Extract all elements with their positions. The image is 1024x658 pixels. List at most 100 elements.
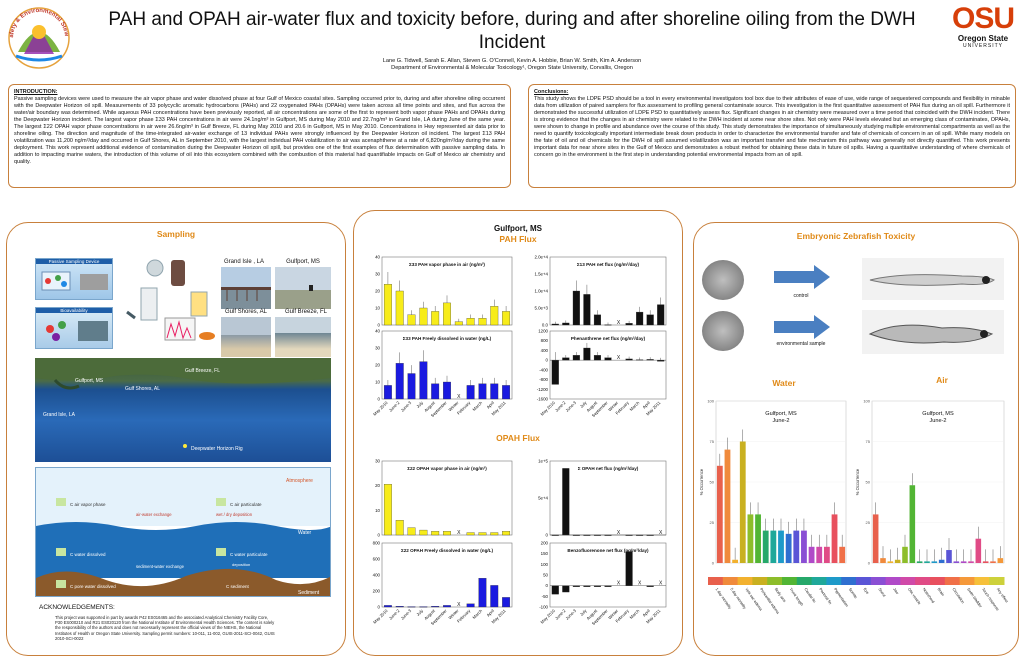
psd-label: Passive Sampling Device [36, 259, 112, 264]
chart-bar [407, 314, 416, 326]
zebrafish-panel: Embryonic Zebrafish Toxicity control env… [693, 222, 1019, 656]
y-tick-label: 25 [710, 520, 715, 525]
y-tick-label: 800 [373, 541, 381, 546]
x-tick-label: July [415, 400, 424, 409]
y-tick-label: 1.0e+4 [534, 289, 548, 294]
x-tick-label: July [579, 400, 588, 409]
intro-heading: INTRODUCTION: [14, 89, 58, 95]
x-tick-label: May 2010 [372, 400, 389, 417]
authors: Lane G. Tidwell, Sarah E. Allan, Steven … [382, 58, 642, 64]
zebrafish-bar [778, 530, 784, 563]
y-tick-label: -1200 [537, 387, 549, 392]
zebrafish-bar [823, 546, 830, 563]
endpoint-color-key [856, 577, 872, 585]
arrow-icon [774, 315, 830, 339]
environmental-label: environmental sample [776, 341, 826, 347]
y-tick-label: 30 [375, 459, 380, 464]
chart-bar [466, 318, 475, 326]
zebrafish-bar [894, 559, 901, 563]
zebrafish-bar [724, 449, 731, 563]
chart-bar [562, 585, 570, 593]
chart-bar [593, 314, 601, 326]
environmental-embryo-image [702, 311, 744, 351]
y-tick-label: 0 [378, 533, 381, 538]
y-tick-label: 0 [546, 532, 549, 537]
y-tick-label: 1e+5 [538, 459, 548, 464]
diagram-c-water-dissolved: C water dissolved [70, 552, 106, 557]
endpoint-color-key [826, 577, 842, 585]
y-tick-label: 20 [375, 289, 380, 294]
chart-bar [502, 531, 511, 536]
chart-bar [604, 357, 612, 361]
chart-bar [419, 529, 428, 536]
zebrafish-bar [997, 558, 1004, 563]
endpoint-label: Circulation [951, 587, 965, 604]
chart-bar [466, 385, 475, 400]
missing-data-mark: X [617, 530, 621, 536]
gulfport-title: Gulfport, MS [494, 224, 542, 233]
zebrafish-bar [902, 546, 908, 563]
x-tick-label: June-2 [388, 608, 401, 621]
x-tick-label: July [415, 608, 424, 617]
zebrafish-bar [872, 514, 879, 563]
x-tick-label: July [579, 608, 588, 617]
zebrafish-bar [793, 530, 800, 563]
endpoint-color-key [974, 577, 990, 585]
y-tick-label: 40 [375, 329, 380, 334]
endpoint-label: Swim bladder [966, 587, 983, 609]
missing-data-mark: X [617, 581, 621, 587]
chart-subtitle: June-2 [772, 418, 789, 424]
chart-bar [502, 597, 511, 608]
chart-bar [562, 357, 570, 361]
x-tick-label: March [471, 608, 483, 620]
endpoint-color-key [752, 577, 768, 585]
zebrafish-bar [739, 441, 746, 563]
y-tick-label: -50 [542, 594, 549, 599]
zebrafish-bar [946, 550, 952, 563]
y-tick-label: 40 [375, 255, 380, 260]
chart-bar [395, 290, 404, 326]
diagram-c-pore-water: C pore water dissolved [70, 584, 116, 589]
conclusions-box: Conclusions: This study shows the LDPE P… [528, 84, 1016, 188]
y-tick-label: 25 [866, 520, 871, 525]
affected-larva-image [862, 310, 1004, 354]
pah-flux-title: PAH Flux [499, 234, 537, 244]
bioavailability-image: Bioavailability [35, 307, 113, 349]
zebrafish-bar [816, 546, 823, 563]
map-label-gulf-shores: Gulf Shores, AL [125, 386, 160, 392]
diagram-sediment-water: sediment-water exchange [136, 564, 185, 569]
chart-subtitle: Gulfport, MS [922, 411, 954, 417]
x-tick-label: June-3 [400, 400, 413, 413]
osu-mark: OSU [951, 2, 1015, 35]
osu-logo: OSU Oregon State UNIVERSITY [948, 4, 1018, 64]
chart-bar [383, 484, 392, 536]
endpoint-label: Pectoral fin [818, 587, 832, 605]
y-tick-label: 0.0 [542, 323, 549, 328]
y-tick-label: 50 [866, 480, 871, 485]
diagram-air-water-exchange: air-water exchange [136, 512, 172, 517]
y-tick-label: 10 [375, 508, 380, 513]
chart-bar [419, 606, 428, 608]
missing-data-mark: X [617, 355, 621, 361]
diagram-wet-dry: wet / dry deposition [216, 512, 253, 517]
endpoint-color-key [885, 577, 901, 585]
map-label-rig: Deepwater Horizon Rig [191, 446, 243, 452]
map-label-gulf-breeze: Gulf Breeze, FL [185, 368, 220, 374]
x-tick-label: May 2010 [372, 608, 389, 625]
y-tick-label: 0 [546, 583, 549, 588]
chart-frame [381, 542, 513, 608]
chart-bar [657, 304, 665, 326]
chart-bar [431, 383, 440, 400]
zebrafish-bar [762, 530, 769, 563]
y-tick-label: 5e+4 [538, 495, 548, 500]
y-tick-label: 0 [868, 561, 871, 566]
chart-bar [490, 383, 499, 400]
endpoint-color-key [944, 577, 961, 585]
chart-bar [407, 527, 416, 536]
chart-bar [419, 307, 428, 326]
bioavailability-label: Bioavailability [36, 308, 112, 313]
x-tick-label: April [641, 608, 651, 618]
y-tick-label: 20 [375, 483, 380, 488]
chart-bar [572, 355, 580, 361]
ack-text: This project was supported in part by aw… [55, 615, 275, 641]
